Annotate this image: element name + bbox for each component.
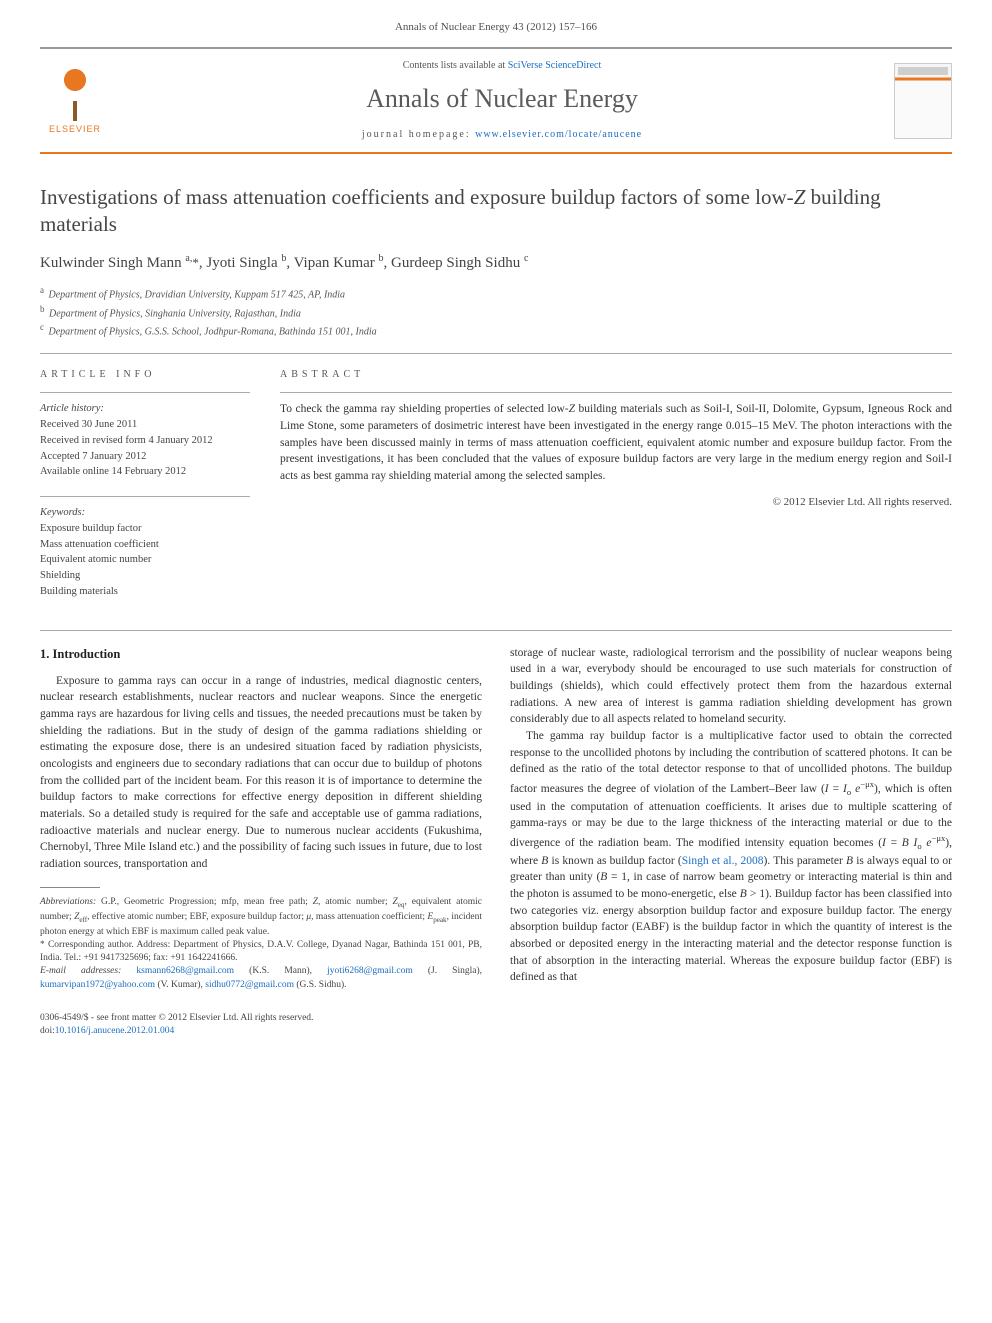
- divider: [40, 630, 952, 631]
- abstract-column: ABSTRACT To check the gamma ray shieldin…: [280, 368, 952, 599]
- elsevier-logo: ELSEVIER: [40, 61, 110, 141]
- history-label: Article history:: [40, 401, 250, 417]
- info-abstract-row: ARTICLE INFO Article history: Received 3…: [40, 368, 952, 599]
- article-title: Investigations of mass attenuation coeff…: [40, 184, 952, 239]
- footer: 0306-4549/$ - see front matter © 2012 El…: [40, 1012, 952, 1039]
- corresponding-author-footnote: * Corresponding author. Address: Departm…: [40, 939, 482, 966]
- email-label: E-mail addresses:: [40, 966, 121, 976]
- elsevier-tree-icon: [50, 66, 100, 121]
- history-line: Received in revised form 4 January 2012: [40, 433, 250, 449]
- body-two-column: 1. Introduction Exposure to gamma rays c…: [40, 645, 952, 992]
- history-line: Received 30 June 2011: [40, 417, 250, 433]
- article-history: Article history: Received 30 June 2011Re…: [40, 392, 250, 480]
- history-line: Accepted 7 January 2012: [40, 449, 250, 465]
- journal-reference: Annals of Nuclear Energy 43 (2012) 157–1…: [40, 20, 952, 35]
- affiliation-line: c Department of Physics, G.S.S. School, …: [40, 321, 952, 339]
- front-matter-line: 0306-4549/$ - see front matter © 2012 El…: [40, 1012, 952, 1025]
- abbrev-label: Abbreviations:: [40, 897, 96, 907]
- footnotes: Abbreviations: G.P., Geometric Progressi…: [40, 896, 482, 992]
- abstract-heading: ABSTRACT: [280, 368, 952, 382]
- right-column: storage of nuclear waste, radiological t…: [510, 645, 952, 992]
- abbrev-text: G.P., Geometric Progression; mfp, mean f…: [40, 897, 482, 937]
- sciencedirect-link[interactable]: SciVerse ScienceDirect: [508, 60, 602, 71]
- footnote-separator: [40, 887, 100, 888]
- homepage-link[interactable]: www.elsevier.com/locate/anucene: [475, 129, 642, 140]
- left-column: 1. Introduction Exposure to gamma rays c…: [40, 645, 482, 992]
- keyword-item: Shielding: [40, 568, 250, 584]
- email-link[interactable]: kumarvipan1972@yahoo.com: [40, 980, 155, 990]
- abbreviations-footnote: Abbreviations: G.P., Geometric Progressi…: [40, 896, 482, 939]
- keyword-item: Mass attenuation coefficient: [40, 537, 250, 553]
- affiliation-line: a Department of Physics, Dravidian Unive…: [40, 284, 952, 302]
- header-center: Contents lists available at SciVerse Sci…: [126, 59, 878, 141]
- copyright-line: © 2012 Elsevier Ltd. All rights reserved…: [280, 495, 952, 510]
- journal-header: ELSEVIER Contents lists available at Sci…: [40, 47, 952, 153]
- keyword-item: Exposure buildup factor: [40, 521, 250, 537]
- affiliation-line: b Department of Physics, Singhania Unive…: [40, 303, 952, 321]
- doi-link[interactable]: 10.1016/j.anucene.2012.01.004: [55, 1026, 175, 1036]
- title-part1: Investigations of mass attenuation coeff…: [40, 185, 794, 209]
- homepage-line: journal homepage: www.elsevier.com/locat…: [126, 128, 878, 142]
- abstract-text: To check the gamma ray shielding propert…: [280, 392, 952, 484]
- intro-paragraph-2: The gamma ray buildup factor is a multip…: [510, 728, 952, 986]
- publisher-name: ELSEVIER: [49, 123, 101, 136]
- keyword-item: Building materials: [40, 584, 250, 600]
- divider: [40, 353, 952, 354]
- article-info-column: ARTICLE INFO Article history: Received 3…: [40, 368, 250, 599]
- contents-available-line: Contents lists available at SciVerse Sci…: [126, 59, 878, 73]
- intro-paragraph-1: Exposure to gamma rays can occur in a ra…: [40, 673, 482, 873]
- title-italic-z: Z: [794, 185, 806, 209]
- contents-prefix: Contents lists available at: [403, 60, 508, 71]
- article-info-heading: ARTICLE INFO: [40, 368, 250, 382]
- keywords-block: Keywords: Exposure buildup factorMass at…: [40, 496, 250, 600]
- doi-label: doi:: [40, 1026, 55, 1036]
- journal-title: Annals of Nuclear Energy: [126, 81, 878, 117]
- email-footnote: E-mail addresses: ksmann6268@gmail.com (…: [40, 965, 482, 992]
- corr-label: * Corresponding author.: [40, 940, 134, 950]
- history-lines: Received 30 June 2011Received in revised…: [40, 417, 250, 480]
- doi-line: doi:10.1016/j.anucene.2012.01.004: [40, 1025, 952, 1038]
- author-list: Kulwinder Singh Mann a,*, Jyoti Singla b…: [40, 252, 952, 274]
- email-link[interactable]: sidhu0772@gmail.com: [205, 980, 294, 990]
- email-link[interactable]: ksmann6268@gmail.com: [136, 966, 234, 976]
- history-line: Available online 14 February 2012: [40, 464, 250, 480]
- email-link[interactable]: jyoti6268@gmail.com: [327, 966, 413, 976]
- homepage-prefix: journal homepage:: [362, 129, 475, 140]
- section-1-heading: 1. Introduction: [40, 645, 482, 663]
- journal-cover-thumbnail: [894, 63, 952, 139]
- keywords-label: Keywords:: [40, 505, 250, 521]
- keyword-lines: Exposure buildup factorMass attenuation …: [40, 521, 250, 600]
- keyword-item: Equivalent atomic number: [40, 552, 250, 568]
- intro-paragraph-1-cont: storage of nuclear waste, radiological t…: [510, 645, 952, 728]
- affiliations: a Department of Physics, Dravidian Unive…: [40, 284, 952, 339]
